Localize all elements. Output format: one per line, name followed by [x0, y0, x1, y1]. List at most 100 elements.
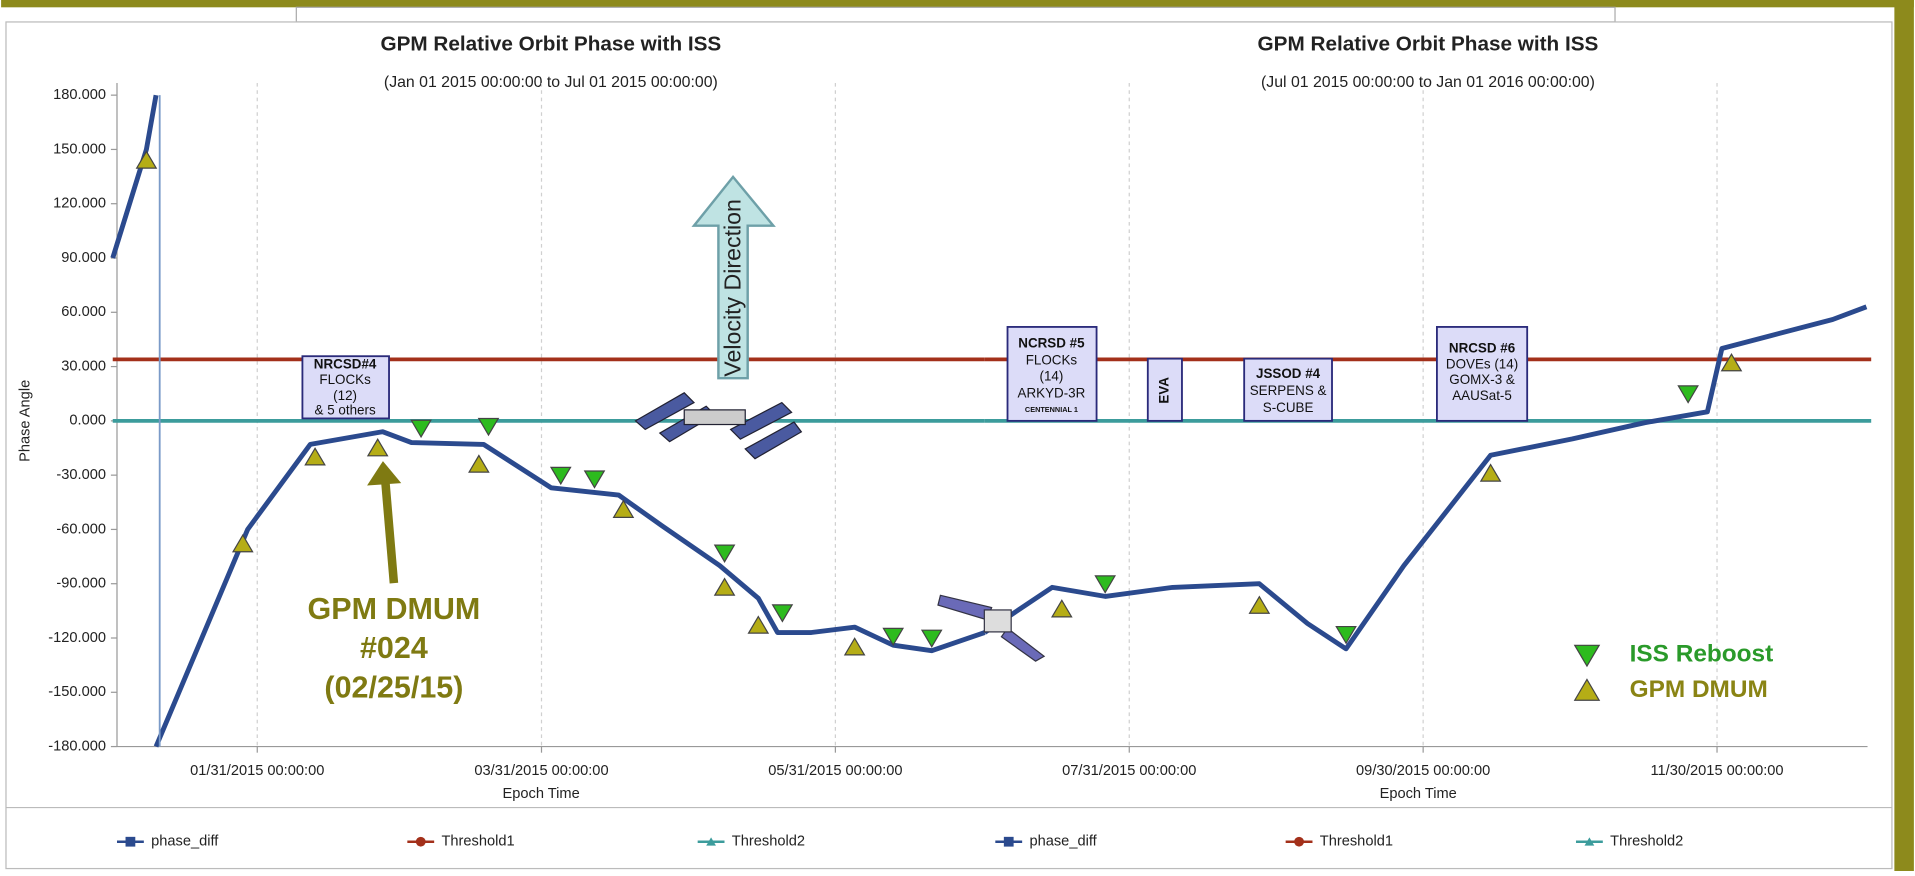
box-text: (14)	[1040, 368, 1064, 383]
box-text: NCRSD #5	[1018, 336, 1085, 351]
payload-box: EVA	[1146, 357, 1183, 422]
series-line	[110, 94, 986, 748]
legend-marker	[415, 836, 426, 847]
box-text: NRCSD #6	[1449, 340, 1515, 355]
payload-box: JSSOD #4 SERPENS & S-CUBE	[1243, 357, 1333, 422]
y-tick-label: -90.000	[56, 576, 106, 592]
box-text: S-CUBE	[1263, 400, 1314, 415]
satellite-icon	[937, 594, 1046, 662]
event-marker	[882, 627, 905, 647]
event-marker	[612, 499, 635, 518]
event-marker	[1677, 385, 1699, 404]
legend-marker	[706, 837, 716, 846]
y-tick-label: 120.000	[53, 196, 106, 212]
chart-title: GPM Relative Orbit Phase with ISS	[1258, 33, 1599, 56]
box-text: ARKYD-3R	[1018, 386, 1086, 401]
y-tick-label: -150.000	[48, 684, 106, 700]
x-tick-label: 07/31/2015 00:00:00	[1062, 763, 1196, 779]
callout-arrowhead	[367, 461, 402, 486]
event-marker	[1094, 575, 1117, 594]
chart-subtitle: (Jan 01 2015 00:00:00 to Jul 01 2015 00:…	[384, 74, 718, 91]
event-marker	[1248, 595, 1271, 614]
header-box	[295, 6, 1616, 23]
legend-label: Threshold1	[1320, 834, 1393, 850]
x-axis-label: Epoch Time	[1380, 786, 1457, 802]
box-text: FLOCKs	[319, 372, 371, 387]
series-line	[983, 304, 1868, 652]
legend-marker	[1003, 836, 1014, 847]
legend-label: phase_diff	[1029, 834, 1097, 850]
event-marker	[843, 637, 866, 656]
top-bar	[1, 0, 1914, 8]
y-axis-label: Phase Angle	[17, 380, 33, 462]
velocity-label: Velocity Direction	[719, 199, 745, 377]
box-text: FLOCKs	[1026, 353, 1078, 368]
box-text: CENTENNIAL 1	[1025, 405, 1078, 414]
plot: GPM Relative Orbit Phase with ISS (Jan 01…	[17, 33, 1872, 850]
legend-marker	[125, 836, 136, 847]
y-tick-label: 90.000	[61, 250, 106, 266]
box-text: GOMX-3 &	[1449, 372, 1515, 387]
y-tick-label: -120.000	[48, 630, 106, 646]
legend-marker	[1573, 678, 1601, 701]
legend-marker	[1584, 837, 1595, 846]
box-text: EVA	[1156, 377, 1171, 404]
event-marker	[920, 629, 943, 648]
event-marker	[231, 533, 254, 553]
legend-marker	[1294, 836, 1304, 847]
event-marker	[304, 447, 326, 466]
legend-label: phase_diff	[151, 834, 219, 850]
box-text: SERPENS &	[1250, 383, 1327, 398]
y-tick-label: 150.000	[53, 141, 106, 157]
y-tick-label: 60.000	[61, 304, 106, 320]
panel	[5, 21, 1893, 870]
chart-subtitle: (Jul 01 2015 00:00:00 to Jan 01 2016 00:…	[1261, 74, 1595, 91]
event-marker	[1335, 625, 1357, 645]
box-text: & 5 others	[315, 403, 376, 418]
y-tick-label: -60.000	[56, 521, 106, 537]
event-marker	[410, 419, 432, 439]
y-tick-label: -180.000	[48, 738, 106, 754]
side-bar	[1894, 0, 1914, 871]
box-text: (12)	[333, 388, 357, 403]
callout-text: GPM DMUM	[308, 592, 481, 626]
legend-label: GPM DMUM	[1630, 676, 1768, 703]
chart-title: GPM Relative Orbit Phase with ISS	[380, 33, 721, 56]
y-tick-label: 0.000	[69, 413, 106, 429]
y-tick-label: -30.000	[56, 467, 106, 483]
event-marker	[747, 615, 770, 634]
legend-marker	[1573, 644, 1601, 668]
event-marker	[713, 577, 736, 596]
event-marker	[1720, 352, 1743, 372]
event-marker	[583, 470, 606, 489]
arrow-shape	[691, 174, 776, 380]
event-marker	[135, 150, 158, 169]
box-text: JSSOD #4	[1256, 366, 1321, 381]
event-marker	[1479, 463, 1502, 482]
event-marker	[1050, 599, 1073, 618]
payload-box: NRCSD#4 FLOCKs (12) & 5 others	[301, 355, 390, 420]
box-text: NRCSD#4	[314, 356, 377, 371]
velocity-arrow: Velocity Direction	[691, 174, 776, 380]
payload-box: NCRSD #5 FLOCKs (14) ARKYD-3R CENTENNIAL…	[1006, 326, 1098, 422]
event-marker	[477, 417, 500, 437]
box-text: AAUSat-5	[1452, 388, 1512, 403]
iss-icon	[634, 392, 803, 460]
y-tick-label: 180.000	[53, 87, 106, 103]
callout-arrow	[381, 481, 399, 584]
event-marker	[366, 438, 389, 457]
event-marker	[771, 604, 794, 623]
callout: GPM DMUM #024 (02/25/15)	[308, 461, 481, 704]
event-marker	[468, 454, 490, 473]
y-tick-label: 30.000	[61, 358, 106, 374]
x-axis-label: Epoch Time	[502, 786, 579, 802]
payload-box: NRCSD #6 DOVEs (14) GOMX-3 & AAUSat-5	[1436, 326, 1529, 422]
x-tick-label: 05/31/2015 00:00:00	[768, 763, 902, 779]
event-marker	[713, 544, 736, 563]
x-tick-label: 11/30/2015 00:00:00	[1650, 763, 1783, 779]
legend-label: ISS Reboost	[1630, 641, 1774, 668]
callout-text: #024	[360, 631, 428, 665]
legend-label: Threshold2	[1610, 834, 1683, 850]
legend-label: Threshold1	[441, 834, 514, 850]
